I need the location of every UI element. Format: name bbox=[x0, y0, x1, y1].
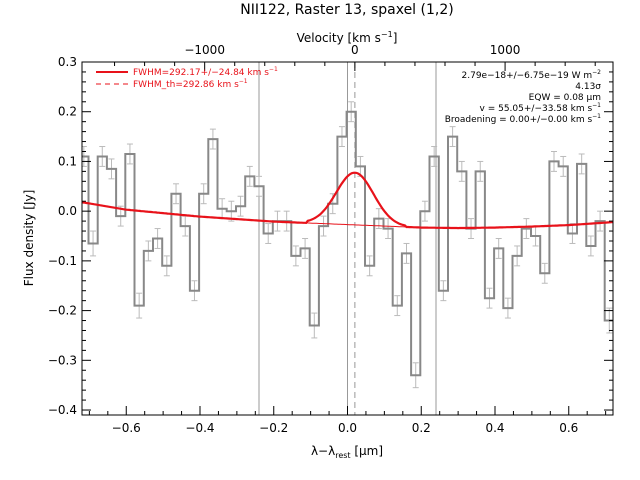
x-tick-label: 0.2 bbox=[412, 421, 431, 435]
annotation-1: 4.13σ bbox=[575, 82, 601, 92]
top-axis-label: Velocity [km s−1] bbox=[297, 30, 398, 45]
baseline-under-line bbox=[306, 222, 407, 228]
y-tick-label: 0.2 bbox=[58, 105, 77, 119]
x-axis-label: λ−λrest [μm] bbox=[311, 444, 383, 460]
x-tick-label: 0.0 bbox=[338, 421, 357, 435]
y-tick-label: 0.0 bbox=[58, 204, 77, 218]
y-tick-label: −0.3 bbox=[48, 353, 77, 367]
spectrum-step-line bbox=[82, 110, 613, 377]
x-tick-label: 0.4 bbox=[485, 421, 504, 435]
legend-label-0: FWHM=292.17+/−24.84 km s−1 bbox=[133, 66, 278, 78]
top-tick-label: 1000 bbox=[490, 43, 521, 57]
y-tick-label: −0.4 bbox=[48, 403, 77, 417]
y-axis-label: Flux density [Jy] bbox=[22, 190, 36, 287]
y-tick-label: −0.1 bbox=[48, 254, 77, 268]
y-tick-label: 0.3 bbox=[58, 55, 77, 69]
plot-area bbox=[82, 62, 613, 415]
chart-title: NII122, Raster 13, spaxel (1,2) bbox=[240, 2, 453, 18]
gaussian-fit-line bbox=[82, 171, 613, 230]
y-tick-label: −0.2 bbox=[48, 304, 77, 318]
plot-content bbox=[82, 62, 613, 415]
annotation-4: Broadening = 0.00+/−0.00 km s−1 bbox=[445, 113, 601, 125]
annotation-2: EQW = 0.08 μm bbox=[529, 93, 601, 103]
legend: FWHM=292.17+/−24.84 km s−1FWHM_th=292.86… bbox=[96, 66, 278, 90]
y-tick-label: 0.1 bbox=[58, 154, 77, 168]
x-tick-label: −0.2 bbox=[259, 421, 288, 435]
x-tick-label: 0.6 bbox=[559, 421, 578, 435]
top-tick-label: 0 bbox=[351, 43, 359, 57]
axes: −0.6 −0.4 −0.2 0.0 0.2 0.4 0.6 −0.4 −0.3 −0.2 −0.1… bbox=[48, 43, 614, 435]
x-tick-label: −0.4 bbox=[185, 421, 214, 435]
x-tick-label: −0.6 bbox=[112, 421, 141, 435]
legend-label-1: FWHM_th=292.86 km s−1 bbox=[133, 78, 248, 90]
top-tick-label: −1000 bbox=[184, 43, 225, 57]
annotation-3: v = 55.05+/−33.58 km s−1 bbox=[480, 102, 602, 114]
annotation-0: 2.79e−18+/−6.75e−19 W m−2 bbox=[462, 69, 602, 81]
